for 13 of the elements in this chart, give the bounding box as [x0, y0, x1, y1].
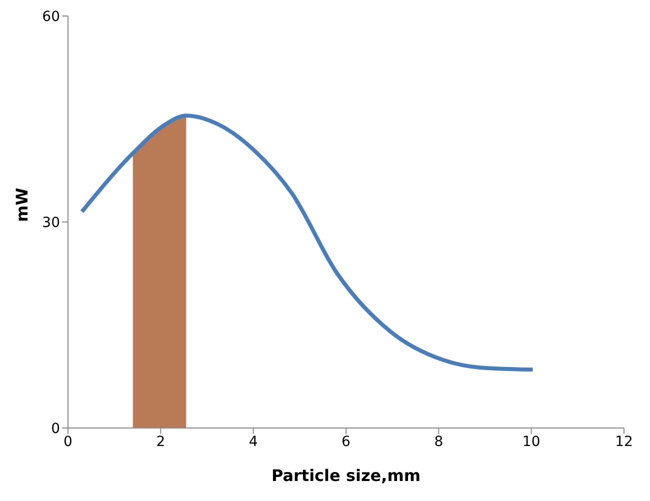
x-tick-label: 0 [64, 434, 72, 450]
y-axis-title: mW [12, 187, 32, 222]
x-tick-label: 4 [248, 434, 258, 450]
x-tick-label: 12 [615, 434, 633, 450]
y-tick-label: 30 [42, 214, 60, 231]
x-tick-label: 8 [434, 434, 444, 450]
x-tick-label: 10 [522, 434, 540, 450]
x-tick-label: 2 [156, 434, 166, 450]
x-tick-label: 6 [342, 434, 351, 450]
line-series [80, 114, 535, 372]
y-tick-label: 0 [51, 420, 60, 437]
x-axis-title: Particle size,mm [271, 466, 421, 485]
y-tick-label: 60 [42, 8, 60, 25]
